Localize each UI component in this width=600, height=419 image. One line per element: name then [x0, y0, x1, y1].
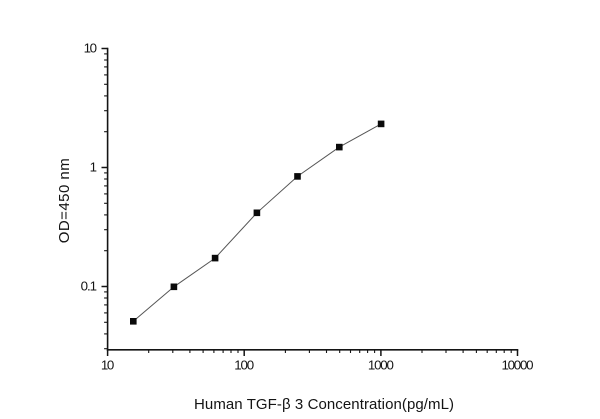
svg-text:100: 100 — [234, 358, 254, 373]
svg-text:10000: 10000 — [502, 358, 534, 373]
svg-text:OD=450 nm: OD=450 nm — [56, 158, 73, 243]
svg-text:Human TGF-β 3 Concentration(pg: Human TGF-β 3 Concentration(pg/mL) — [194, 396, 454, 413]
svg-text:10: 10 — [101, 358, 114, 373]
svg-text:10: 10 — [84, 41, 97, 56]
svg-text:1: 1 — [90, 160, 97, 175]
svg-text:1000: 1000 — [368, 358, 394, 373]
svg-text:0.1: 0.1 — [81, 279, 97, 294]
